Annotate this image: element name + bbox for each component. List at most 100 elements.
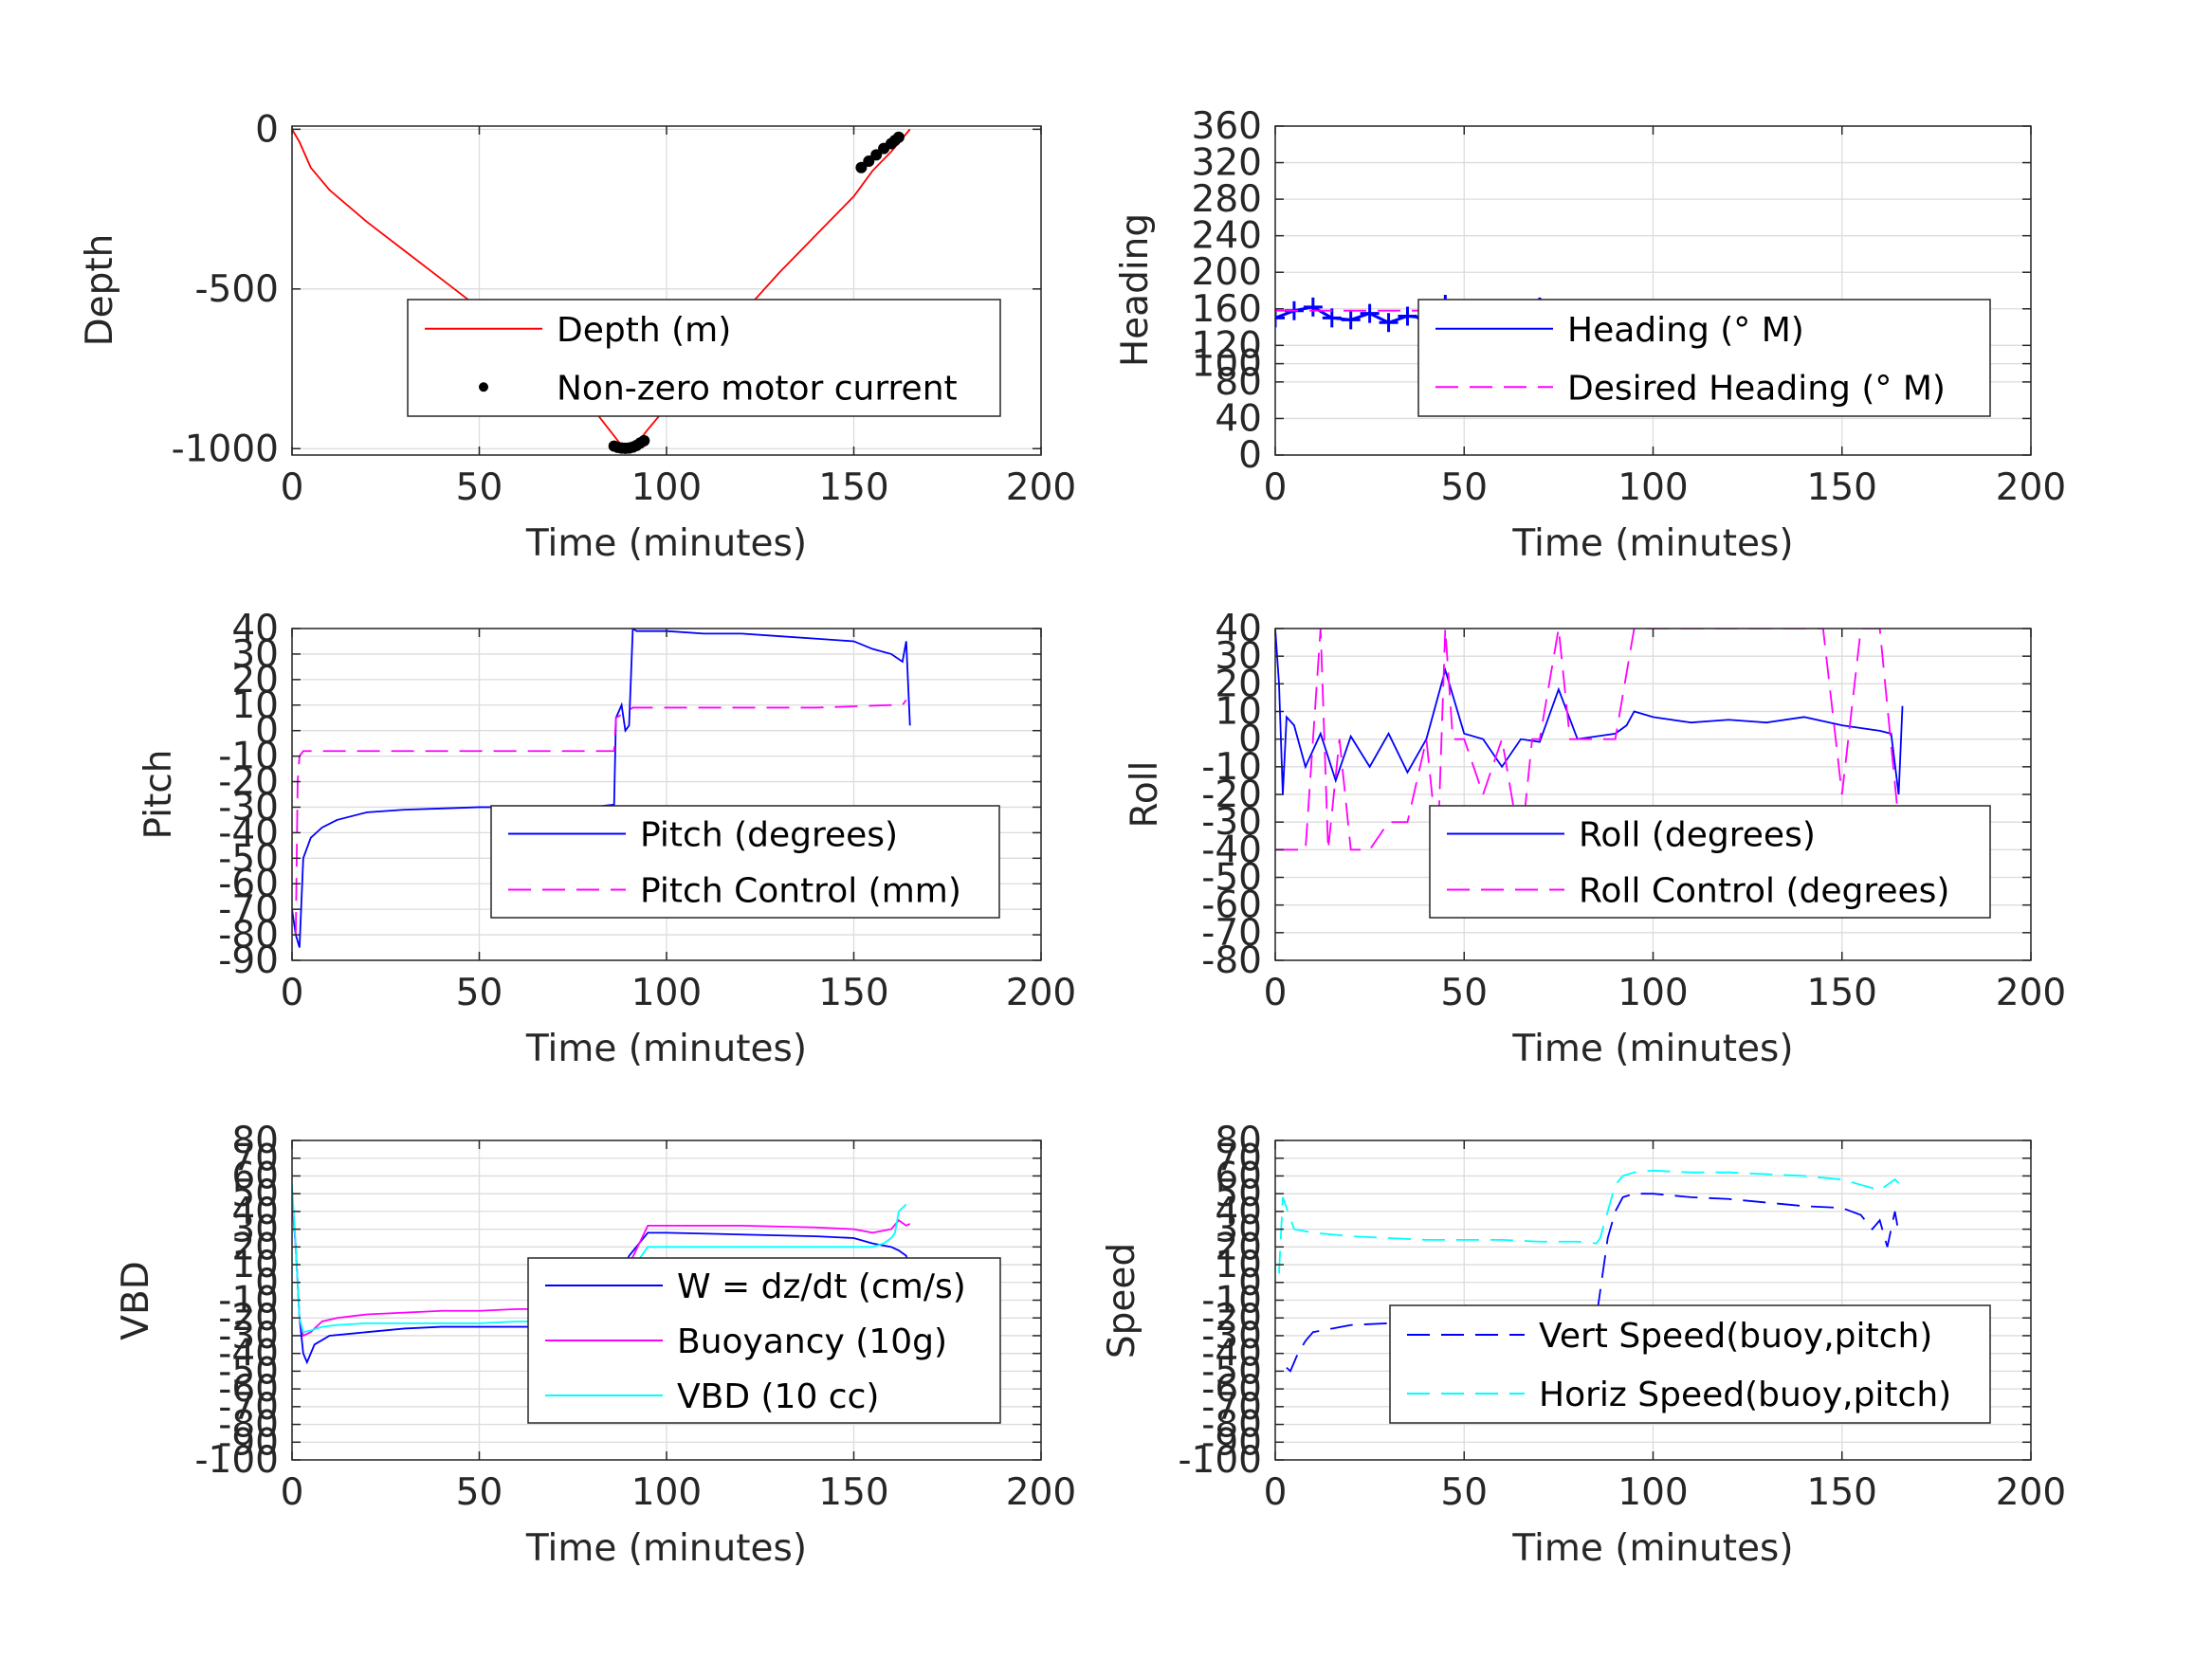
y-tick-label: -60 xyxy=(1201,884,1262,927)
y-tick-label: 0 xyxy=(255,1262,279,1304)
y-tick-label: 280 xyxy=(1192,178,1262,221)
legend-label: Pitch Control (mm) xyxy=(640,872,961,911)
y-tick-label: -80 xyxy=(1201,1404,1262,1447)
y-axis-label: Heading xyxy=(1114,213,1157,367)
data-point xyxy=(1360,303,1380,323)
x-tick-label: 150 xyxy=(1807,466,1877,509)
y-tick-label: -20 xyxy=(218,1297,279,1340)
legend-box xyxy=(1389,1304,1991,1424)
x-tick-label: 50 xyxy=(1440,466,1488,509)
y-tick-label: -70 xyxy=(218,888,279,931)
x-axis-label: Time (minutes) xyxy=(525,522,807,565)
legend: Heading (° M) Desired Heading (° M) xyxy=(1417,299,1991,417)
y-tick-label: 10 xyxy=(1215,1244,1262,1286)
y-tick-label: 50 xyxy=(231,1173,279,1215)
x-tick-label: 50 xyxy=(1440,972,1488,1014)
y-tick-label: -10 xyxy=(218,736,279,778)
y-tick-label: -70 xyxy=(1201,1386,1262,1429)
x-tick-label: 150 xyxy=(818,972,888,1014)
legend-label: Roll (degrees) xyxy=(1579,816,1816,855)
data-point xyxy=(1341,310,1361,330)
y-axis-label: Speed xyxy=(1101,1243,1143,1358)
x-tick-label: 200 xyxy=(1006,972,1076,1014)
legend-box xyxy=(407,299,1001,417)
y-axis-label: Roll xyxy=(1124,761,1166,829)
x-tick-label: 150 xyxy=(1807,1471,1877,1514)
legend-label: Roll Control (degrees) xyxy=(1579,872,1949,911)
y-tick-label: -1000 xyxy=(172,428,279,470)
y-tick-label: 0 xyxy=(255,108,279,151)
x-axis-label: Time (minutes) xyxy=(525,1527,807,1570)
y-tick-label: 60 xyxy=(1215,1155,1262,1197)
y-tick-label: -100 xyxy=(1178,1439,1262,1482)
y-tick-label: 60 xyxy=(231,1155,279,1197)
legend: Pitch (degrees) Pitch Control (mm) xyxy=(490,805,1000,919)
x-tick-label: 150 xyxy=(818,1471,888,1514)
data-point xyxy=(1322,308,1342,328)
series-layer xyxy=(292,629,911,948)
y-tick-label: 240 xyxy=(1192,215,1262,258)
y-tick-label: -90 xyxy=(218,1421,279,1464)
x-tick-label: 150 xyxy=(1807,972,1877,1014)
y-tick-label: -60 xyxy=(1201,1368,1262,1411)
y-tick-label: -50 xyxy=(218,837,279,880)
x-axis-label: Time (minutes) xyxy=(525,1028,807,1070)
legend-label: Pitch (degrees) xyxy=(640,816,898,855)
y-tick-label: -70 xyxy=(1201,912,1262,955)
series-layer xyxy=(1275,629,1904,851)
y-tick-label: -40 xyxy=(218,811,279,854)
x-axis-label: Time (minutes) xyxy=(1511,1028,1793,1070)
legend-label: Horiz Speed(buoy,pitch) xyxy=(1539,1376,1951,1414)
y-tick-label: -10 xyxy=(1201,746,1262,789)
x-tick-label: 100 xyxy=(631,972,702,1014)
y-tick-label: -80 xyxy=(218,1404,279,1447)
y-tick-label: -50 xyxy=(1201,857,1262,900)
y-tick-label: -10 xyxy=(218,1280,279,1322)
legend-label: Vert Speed(buoy,pitch) xyxy=(1539,1317,1932,1356)
y-axis-label: Pitch xyxy=(137,750,180,840)
y-tick-label: -100 xyxy=(194,1439,279,1482)
legend: Vert Speed(buoy,pitch) Horiz Speed(buoy,p… xyxy=(1389,1304,1991,1424)
y-tick-label: 70 xyxy=(231,1138,279,1180)
y-tick-label: 100 xyxy=(1192,343,1262,386)
series-line xyxy=(1275,629,1904,795)
y-tick-label: 0 xyxy=(1238,719,1262,761)
x-tick-label: 0 xyxy=(1264,466,1288,509)
data-point xyxy=(870,149,883,161)
y-tick-label: -60 xyxy=(218,1368,279,1411)
y-tick-label: -70 xyxy=(218,1386,279,1429)
legend-label: Heading (° M) xyxy=(1567,311,1804,350)
x-tick-label: 200 xyxy=(1996,1471,2066,1514)
y-tick-label: 50 xyxy=(1215,1173,1262,1215)
chart-panel-1: 0 50 100 150 200 -1000 -500 0 Time (minutes) Dept… xyxy=(79,108,1076,565)
y-tick-label: -60 xyxy=(218,863,279,905)
legend-box xyxy=(490,805,1000,919)
y-tick-label: -20 xyxy=(1201,1297,1262,1340)
y-tick-label: 20 xyxy=(1215,663,1262,705)
y-tick-label: -30 xyxy=(218,1315,279,1358)
chart-panel-3: 0 50 100 150 200-90-80-70-60-50-40-30-20-100… xyxy=(137,608,1076,1070)
y-tick-label: -80 xyxy=(1201,939,1262,982)
y-tick-label: 10 xyxy=(231,1244,279,1286)
series-line xyxy=(1275,629,1900,851)
chart-panel-6: 0 50 100 150 200-100-90-80-70-60-50-40-30-20… xyxy=(1101,1120,2066,1570)
y-tick-label: 80 xyxy=(1215,1120,1262,1162)
series-layer xyxy=(1278,1169,1900,1373)
y-tick-label: 10 xyxy=(1215,691,1262,734)
legend-box xyxy=(1417,299,1991,417)
y-tick-label: 200 xyxy=(1192,251,1262,294)
y-tick-label: 30 xyxy=(1215,635,1262,678)
data-point xyxy=(1303,297,1323,317)
x-tick-label: 0 xyxy=(281,1471,304,1514)
y-tick-label: -30 xyxy=(1201,801,1262,844)
y-tick-label: -80 xyxy=(218,914,279,957)
y-tick-label: 10 xyxy=(231,684,279,727)
y-tick-label: 70 xyxy=(1215,1138,1262,1180)
x-tick-label: 200 xyxy=(1996,972,2066,1014)
y-tick-label: 80 xyxy=(1215,361,1262,404)
legend-label: Desired Heading (° M) xyxy=(1567,369,1946,408)
y-tick-label: 0 xyxy=(255,710,279,753)
y-tick-label: 40 xyxy=(1215,608,1262,650)
y-tick-label: 120 xyxy=(1192,324,1262,367)
